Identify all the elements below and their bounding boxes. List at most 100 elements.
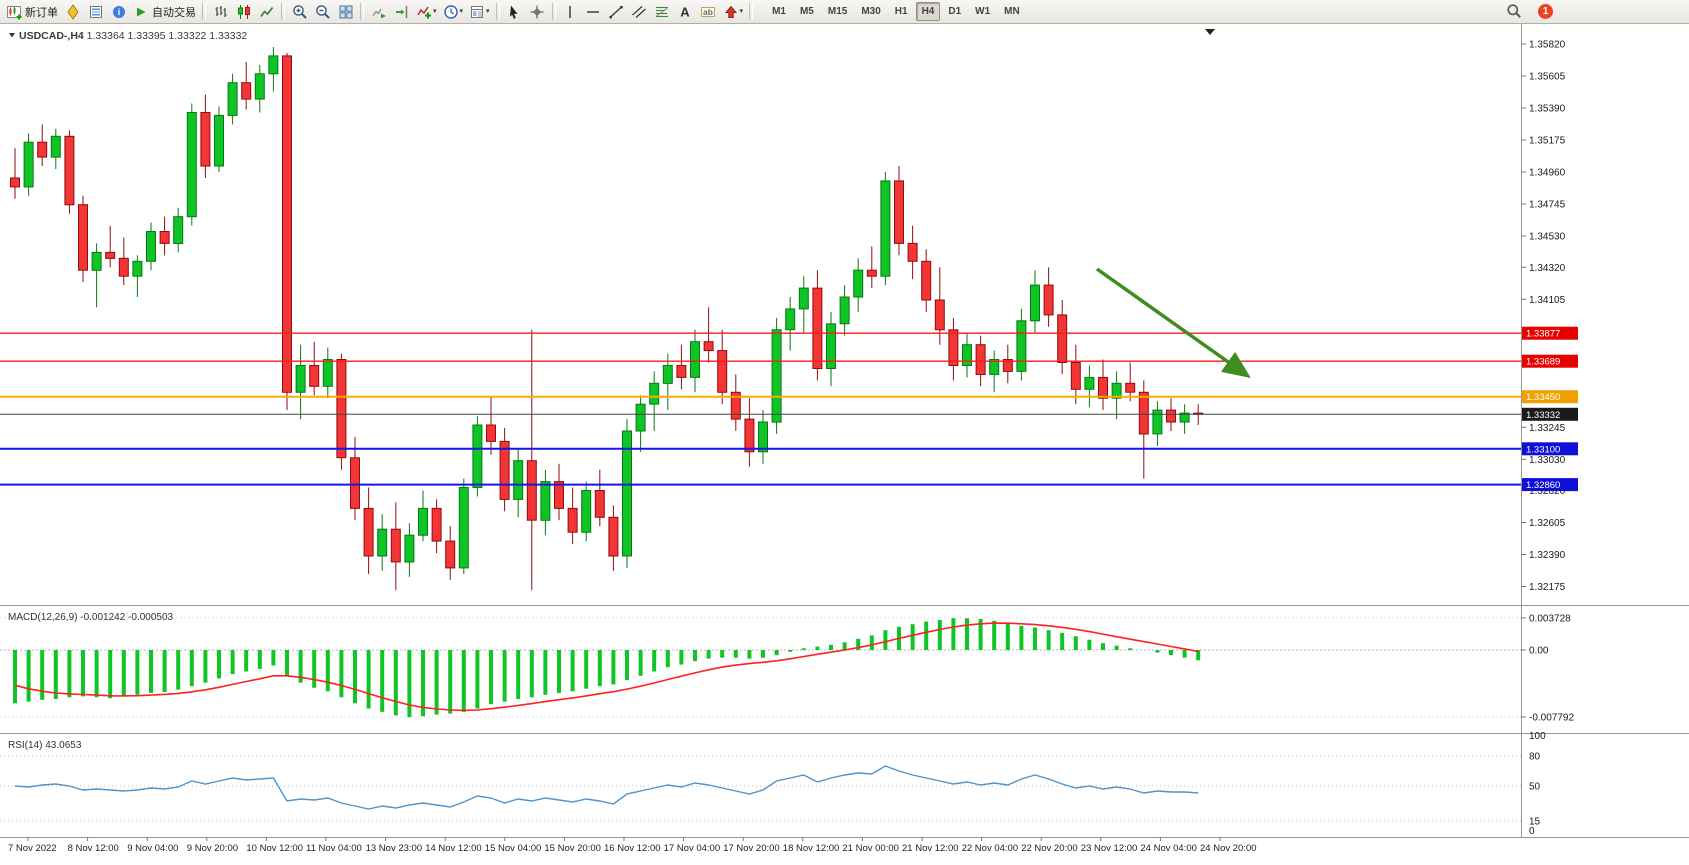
cursor-button[interactable] — [503, 1, 526, 22]
arrows-icon — [723, 4, 739, 20]
svg-text:USDCAD-,H4 1.33364 1.33395 1.3: USDCAD-,H4 1.33364 1.33395 1.33322 1.333… — [19, 30, 247, 42]
trendline-icon — [608, 4, 624, 20]
text-button[interactable]: A — [674, 1, 697, 22]
svg-text:1.32390: 1.32390 — [1529, 550, 1566, 561]
data-window-button[interactable] — [84, 1, 107, 22]
notification-badge[interactable]: 1 — [1538, 3, 1553, 19]
new-order-button[interactable]: 新订单 — [3, 1, 61, 22]
rsi-line — [14, 765, 1199, 810]
timeframe-w1[interactable]: W1 — [969, 2, 996, 21]
new-order-button-label: 新订单 — [25, 6, 58, 19]
line-chart-icon — [259, 4, 275, 20]
timeframe-mn[interactable]: MN — [998, 2, 1026, 21]
timeframe-d1[interactable]: D1 — [942, 2, 967, 21]
svg-text:1.35175: 1.35175 — [1529, 136, 1566, 147]
info-button[interactable]: i — [107, 1, 130, 22]
timeframe-m5[interactable]: M5 — [794, 2, 820, 21]
rsi-label: RSI(14) 43.0653 — [8, 740, 82, 751]
toolbar-separator — [281, 3, 285, 20]
zoom-out-button[interactable] — [311, 1, 334, 22]
bar-chart-button[interactable] — [209, 1, 232, 22]
trendline-button[interactable] — [605, 1, 628, 22]
chevron-down-icon: ▾ — [486, 8, 490, 15]
macd-label: MACD(12,26,9) -0.001242 -0.000503 — [8, 612, 174, 623]
vertical-line-button[interactable] — [559, 1, 582, 22]
chart-canvas[interactable]: USDCAD-,H4 1.33364 1.33395 1.33322 1.333… — [0, 24, 1689, 860]
channel-icon — [631, 4, 647, 20]
templates-button[interactable]: ▾ — [466, 1, 493, 22]
channel-button[interactable] — [628, 1, 651, 22]
svg-text:i: i — [117, 7, 120, 17]
price-scale[interactable]: 1.35820 1.35605 1.35390 1.35175 1.34960 1.347… — [1521, 40, 1566, 594]
svg-text:ab: ab — [703, 6, 713, 16]
macd-panel: MACD(12,26,9) -0.001242 -0.000503 0.00372… — [0, 612, 1574, 724]
vertical-line-icon — [562, 4, 578, 20]
toolbar-separator — [495, 3, 500, 20]
arrows-button[interactable]: ▾ — [720, 1, 747, 22]
svg-text:1.32820: 1.32820 — [1529, 486, 1566, 497]
rsi-panel: RSI(14) 43.0653 100 80 50 150 — [0, 731, 1546, 837]
svg-text:15 Nov 04:00: 15 Nov 04:00 — [485, 843, 542, 854]
horizontal-lines[interactable] — [0, 332, 1521, 486]
panel-separators[interactable] — [0, 605, 1689, 838]
svg-text:1.33450: 1.33450 — [1526, 392, 1560, 403]
timeframe-h4[interactable]: H4 — [915, 2, 941, 21]
svg-text:13 Nov 23:00: 13 Nov 23:00 — [366, 843, 423, 854]
auto-scroll-button[interactable] — [367, 1, 390, 22]
svg-text:1.33877: 1.33877 — [1526, 329, 1560, 340]
text-icon: A — [677, 4, 693, 20]
toolbar-separator — [360, 3, 364, 20]
data-window-icon — [88, 4, 104, 20]
svg-text:1.34105: 1.34105 — [1529, 295, 1566, 306]
trend-arrow[interactable] — [1095, 267, 1251, 379]
svg-text:9 Nov 04:00: 9 Nov 04:00 — [127, 843, 178, 854]
chart-shift-button[interactable] — [390, 1, 413, 22]
svg-text:14 Nov 12:00: 14 Nov 12:00 — [425, 843, 482, 854]
svg-text:1.33030: 1.33030 — [1529, 455, 1566, 466]
timeframe-m1[interactable]: M1 — [766, 2, 792, 21]
svg-text:21 Nov 00:00: 21 Nov 00:00 — [842, 843, 899, 854]
text-label-button[interactable]: ab — [697, 1, 720, 22]
timeframe-m15[interactable]: M15 — [822, 2, 853, 21]
svg-text:1.34960: 1.34960 — [1529, 168, 1566, 179]
zoom-in-button[interactable] — [288, 1, 311, 22]
periods-button[interactable]: ▾ — [440, 1, 467, 22]
chevron-down-icon: ▾ — [433, 8, 437, 15]
autotrade-button-label: 自动交易 — [152, 6, 196, 19]
svg-text:1.32605: 1.32605 — [1529, 518, 1566, 529]
svg-text:15: 15 — [1529, 817, 1541, 828]
crosshair-button[interactable] — [526, 1, 549, 22]
line-chart-button[interactable] — [255, 1, 278, 22]
toolbar-separator — [202, 3, 206, 20]
chart-shift-icon — [394, 4, 410, 20]
svg-text:1.35390: 1.35390 — [1529, 104, 1566, 115]
tile-windows-button[interactable] — [334, 1, 357, 22]
timeframe-m30[interactable]: M30 — [855, 2, 886, 21]
macd-scale: 0.003728 0.00 -0.007792 — [1521, 613, 1574, 724]
time-axis[interactable]: 7 Nov 2022 8 Nov 12:00 9 Nov 04:00 9 Nov 20… — [8, 837, 1257, 854]
market-watch-button[interactable] — [61, 1, 84, 22]
chart-window[interactable]: USDCAD-,H4 1.33364 1.33395 1.33322 1.333… — [0, 24, 1689, 860]
timeframe-h1[interactable]: H1 — [889, 2, 914, 21]
horizontal-line-button[interactable] — [582, 1, 605, 22]
rsi-scale: 100 80 50 150 — [1529, 731, 1546, 837]
svg-text:1.35820: 1.35820 — [1529, 40, 1566, 51]
autotrade-button[interactable]: 自动交易 — [130, 1, 199, 22]
svg-text:0: 0 — [1529, 826, 1535, 837]
chevron-down-icon: ▾ — [739, 8, 744, 15]
svg-text:1.34320: 1.34320 — [1529, 263, 1566, 274]
svg-text:24 Nov 20:00: 24 Nov 20:00 — [1200, 843, 1257, 854]
svg-text:15 Nov 20:00: 15 Nov 20:00 — [544, 843, 601, 854]
svg-text:7 Nov 2022: 7 Nov 2022 — [8, 843, 57, 854]
svg-text:1.32860: 1.32860 — [1526, 480, 1560, 491]
indicators-button[interactable]: ▾ — [413, 1, 440, 22]
chevron-down-icon: ▾ — [459, 8, 464, 15]
macd-histogram — [13, 618, 1201, 718]
scroll-marker-icon[interactable] — [1205, 29, 1215, 35]
candle-chart-button[interactable] — [232, 1, 255, 22]
candlesticks — [10, 47, 1204, 591]
search-icon[interactable] — [1506, 3, 1522, 19]
svg-text:17 Nov 04:00: 17 Nov 04:00 — [664, 843, 721, 854]
fibonacci-button[interactable] — [651, 1, 674, 22]
